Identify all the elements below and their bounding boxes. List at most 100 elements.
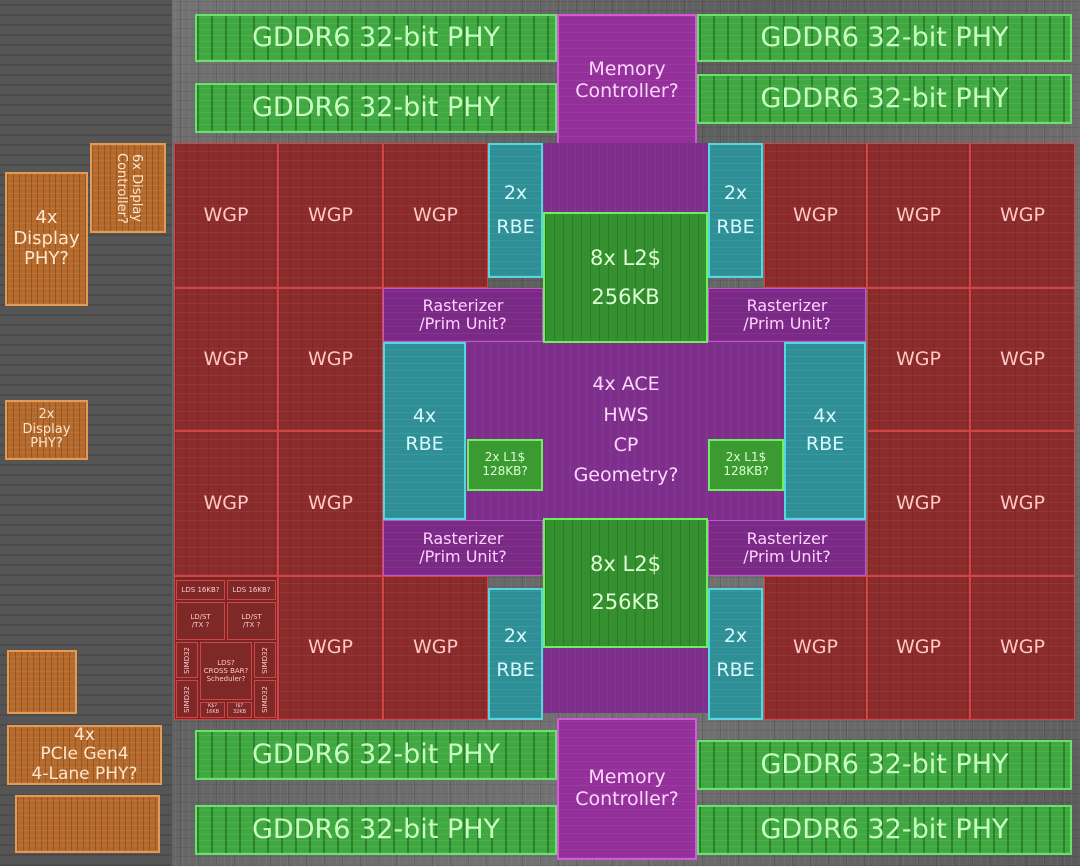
lds-block: LDS 16KB?	[176, 580, 225, 600]
rbe-4x: 4x RBE	[383, 342, 466, 520]
mc-label: Memory	[588, 766, 666, 789]
crossbar-block: LDS? CROSS BAR? Scheduler?	[200, 642, 252, 700]
io-label-line: Display	[128, 174, 144, 223]
wgp: WGP	[970, 288, 1075, 431]
gddr6-phy: GDDR6 32-bit PHY	[697, 805, 1072, 855]
mc-label: Memory	[588, 57, 666, 80]
rasterizer-label: /Prim Unit?	[743, 547, 831, 566]
tx-label: /TX ?	[191, 621, 210, 629]
io-label-line: 6x	[128, 153, 144, 170]
wgp-label: WGP	[896, 203, 941, 226]
simd-label: SIMD32	[260, 685, 269, 713]
lds-label: LDS 16KB?	[232, 585, 271, 594]
rbe-2x: 2x RBE	[708, 588, 763, 720]
wgp-label: WGP	[793, 203, 838, 226]
wgp: WGP	[278, 143, 383, 288]
phy-label: GDDR6 32-bit PHY	[251, 814, 500, 846]
display-phy-4x: 4x Display PHY?	[5, 172, 88, 306]
l1-cache: 2x L1$ 128KB?	[467, 439, 543, 491]
wgp-label: WGP	[1000, 636, 1045, 659]
wgp: WGP	[278, 576, 383, 720]
ldst-label: LD/ST	[241, 612, 262, 621]
rasterizer-label: Rasterizer	[746, 528, 828, 548]
io-label: 6x Display Controller?	[113, 145, 144, 231]
pcie-phy-block	[7, 650, 77, 714]
tx-label: /TX ?	[242, 621, 261, 629]
io-label: PCIe Gen4	[40, 744, 129, 765]
io-label: PHY?	[24, 248, 69, 270]
l1-label: 128KB?	[482, 464, 528, 478]
rbe-label: 4x	[813, 405, 837, 428]
rbe-label: 4x	[412, 405, 437, 428]
wgp: WGP	[867, 431, 970, 576]
lds-label: LDS?	[217, 658, 235, 667]
wgp: WGP	[970, 431, 1075, 576]
io-label: 4x	[74, 724, 95, 745]
wgp: WGP	[970, 143, 1075, 288]
simd-label: SIMD32	[182, 646, 191, 674]
ldst-label: LD/ST	[190, 612, 211, 621]
rasterizer: Rasterizer /Prim Unit?	[383, 288, 543, 342]
scheduler-label: Scheduler?	[206, 675, 246, 684]
wgp-label: WGP	[203, 203, 249, 226]
l1-cache: 2x L1$ 128KB?	[708, 439, 784, 491]
kcache-block: K$? 16KB	[200, 702, 225, 718]
io-label: Display	[13, 227, 80, 249]
center-label: HWS	[603, 403, 649, 426]
wgp-label: WGP	[793, 636, 838, 659]
wgp: WGP	[867, 143, 970, 288]
rbe-4x: 4x RBE	[784, 342, 866, 520]
gddr6-phy: GDDR6 32-bit PHY	[697, 74, 1072, 124]
l1-label: 2x L1$	[725, 450, 767, 465]
wgp: WGP	[970, 576, 1075, 720]
rasterizer-label: Rasterizer	[422, 295, 504, 315]
center-label: CP	[613, 434, 639, 456]
wgp-label: WGP	[308, 347, 353, 370]
center-label: Geometry?	[573, 464, 679, 487]
rasterizer: Rasterizer /Prim Unit?	[383, 520, 543, 576]
rasterizer-label: Rasterizer	[422, 528, 504, 548]
simd-label: SIMD32	[182, 685, 191, 713]
gddr6-phy: GDDR6 32-bit PHY	[195, 83, 557, 133]
l2-cache: 8x L2$ 256KB	[543, 212, 708, 343]
l2-cache: 8x L2$ 256KB	[543, 518, 708, 648]
wgp-label: WGP	[308, 636, 353, 659]
rbe-label: RBE	[716, 659, 755, 681]
wgp: WGP	[867, 288, 970, 431]
rbe-2x: 2x RBE	[488, 588, 543, 720]
wgp: WGP	[174, 431, 278, 576]
wgp-label: WGP	[1000, 347, 1045, 370]
l2-label: 256KB	[591, 590, 660, 614]
gddr6-phy: GDDR6 32-bit PHY	[195, 805, 557, 855]
rasterizer-label: /Prim Unit?	[419, 547, 507, 566]
phy-label: GDDR6 32-bit PHY	[251, 22, 500, 54]
wgp: WGP	[278, 288, 383, 431]
rasterizer-label: /Prim Unit?	[743, 314, 831, 333]
lds-label: LDS 16KB?	[181, 585, 220, 594]
simd-block: SIMD32	[254, 642, 276, 678]
phy-label: GDDR6 32-bit PHY	[251, 739, 500, 771]
io-label: PHY?	[30, 436, 63, 452]
wgp: WGP	[383, 576, 488, 720]
wgp: WGP	[867, 576, 970, 720]
center-label: 4x ACE	[592, 373, 660, 396]
wgp-label: WGP	[413, 203, 458, 226]
phy-label: GDDR6 32-bit PHY	[251, 92, 500, 124]
lds-block: LDS 16KB?	[227, 580, 276, 600]
display-phy-2x: 2x Display PHY?	[5, 400, 88, 460]
wgp-label: WGP	[413, 636, 458, 659]
simd-block: SIMD32	[254, 680, 276, 718]
wgp-label: WGP	[203, 347, 249, 370]
io-label: 4-Lane PHY?	[31, 763, 138, 784]
command-processor-block: 4x ACE HWS CP Geometry?	[466, 340, 786, 520]
rbe-label: RBE	[716, 215, 755, 238]
icache-block: I$? 32KB	[227, 702, 252, 718]
wgp: WGP	[764, 143, 867, 288]
rbe-label: 2x	[723, 625, 748, 648]
rbe-label: 2x	[503, 625, 528, 648]
rbe-label: RBE	[496, 215, 535, 238]
phy-label: GDDR6 32-bit PHY	[760, 814, 1009, 846]
gddr6-phy: GDDR6 32-bit PHY	[697, 740, 1072, 790]
gddr6-phy: GDDR6 32-bit PHY	[697, 14, 1072, 62]
wgp-label: WGP	[896, 347, 941, 370]
